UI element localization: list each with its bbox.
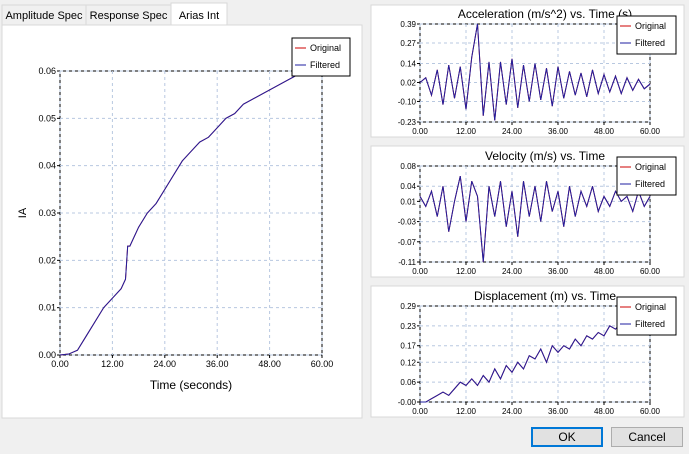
legend-box — [291, 37, 351, 77]
tab-label[interactable]: Response Spec — [90, 10, 168, 22]
x-tick-label: 48.00 — [594, 407, 615, 416]
x-tick-label: 48.00 — [594, 127, 615, 136]
legend-label: Original — [635, 21, 666, 31]
y-tick-label: 0.06 — [38, 66, 56, 76]
x-tick-label: 0.00 — [412, 407, 428, 416]
x-tick-label: 60.00 — [640, 267, 661, 276]
y-tick-label: 0.01 — [38, 303, 56, 313]
x-tick-label: 0.00 — [412, 127, 428, 136]
x-tick-label: 12.00 — [456, 267, 477, 276]
y-tick-label: 0.23 — [400, 322, 416, 331]
x-tick-label: 48.00 — [258, 359, 281, 369]
y-tick-label: 0.01 — [400, 197, 416, 206]
data-line — [59, 70, 301, 356]
chart-title: Velocity (m/s) vs. Time — [485, 149, 605, 163]
x-tick-label: 12.00 — [101, 359, 124, 369]
y-tick-label: 0.12 — [400, 358, 416, 367]
legend-label: Filtered — [635, 179, 665, 189]
x-axis-label: Time (seconds) — [150, 378, 232, 392]
x-tick-label: 36.00 — [548, 407, 569, 416]
legend-box — [616, 296, 677, 336]
y-tick-label: 0.08 — [400, 162, 416, 171]
x-tick-label: 24.00 — [154, 359, 177, 369]
x-tick-label: 24.00 — [502, 407, 523, 416]
x-tick-label: 12.00 — [456, 127, 477, 136]
x-tick-label: 36.00 — [548, 267, 569, 276]
y-tick-label: 0.02 — [400, 78, 416, 87]
chart-title: Displacement (m) vs. Time — [474, 289, 616, 303]
y-tick-label: -0.11 — [398, 258, 416, 267]
y-tick-label: -0.10 — [398, 97, 417, 106]
chart-area: Amplitude Spec Response Spec Arias Int 0.00… — [1, 2, 685, 419]
data-line — [419, 23, 651, 121]
legend-label: Original — [635, 162, 666, 172]
x-tick-label: 36.00 — [548, 127, 569, 136]
legend-label: Original — [310, 43, 341, 53]
x-tick-label: 60.00 — [640, 407, 661, 416]
x-tick-label: 24.00 — [502, 127, 523, 136]
legend-box — [616, 15, 677, 55]
y-tick-label: -0.03 — [398, 218, 417, 227]
y-tick-label: 0.04 — [400, 182, 416, 191]
x-tick-label: 0.00 — [412, 267, 428, 276]
tab-label[interactable]: Amplitude Spec — [5, 10, 83, 22]
data-line — [419, 175, 651, 263]
y-tick-label: -0.23 — [398, 118, 417, 127]
y-tick-label: -0.07 — [398, 238, 417, 247]
x-tick-label: 60.00 — [640, 127, 661, 136]
ok-button[interactable]: OK — [531, 427, 603, 447]
legend-label: Filtered — [310, 60, 340, 70]
y-tick-label: 0.29 — [400, 302, 416, 311]
x-tick-label: 36.00 — [206, 359, 229, 369]
cancel-button[interactable]: Cancel — [611, 427, 683, 447]
x-tick-label: 24.00 — [502, 267, 523, 276]
legend-label: Filtered — [635, 319, 665, 329]
y-tick-label: 0.03 — [38, 208, 56, 218]
y-tick-label: 0.17 — [400, 342, 416, 351]
y-tick-label: 0.02 — [38, 255, 56, 265]
y-tick-label: 0.05 — [38, 113, 56, 123]
x-tick-label: 0.00 — [51, 359, 69, 369]
y-tick-label: 0.39 — [400, 20, 416, 29]
y-tick-label: 0.27 — [400, 39, 416, 48]
y-tick-label: 0.00 — [38, 350, 56, 360]
x-tick-label: 12.00 — [456, 407, 477, 416]
legend-label: Original — [635, 302, 666, 312]
y-tick-label: 0.04 — [38, 161, 56, 171]
legend-box — [616, 156, 677, 196]
legend-label: Filtered — [635, 38, 665, 48]
x-tick-label: 48.00 — [594, 267, 615, 276]
chart-title: Acceleration (m/s^2) vs. Time (s) — [458, 7, 632, 21]
tab-panel — [1, 24, 363, 419]
tab-label[interactable]: Arias Int — [179, 10, 219, 22]
y-tick-label: 0.06 — [400, 378, 416, 387]
y-axis-label: IA — [17, 207, 29, 218]
x-tick-label: 60.00 — [311, 359, 334, 369]
y-tick-label: 0.14 — [400, 60, 416, 69]
data-line — [420, 305, 651, 403]
y-tick-label: -0.00 — [398, 398, 417, 407]
